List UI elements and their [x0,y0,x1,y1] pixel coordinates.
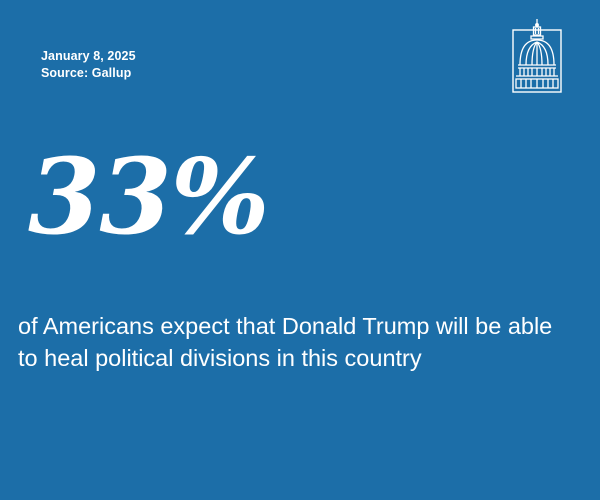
stat-caption: of Americans expect that Donald Trump wi… [18,313,553,371]
capitol-dome-icon [512,18,562,93]
meta-info: January 8, 2025 Source: Gallup [41,48,136,82]
stat-value: 33% [28,135,270,258]
date-label: January 8, 2025 [41,49,136,63]
source-label: Source: Gallup [41,66,132,80]
